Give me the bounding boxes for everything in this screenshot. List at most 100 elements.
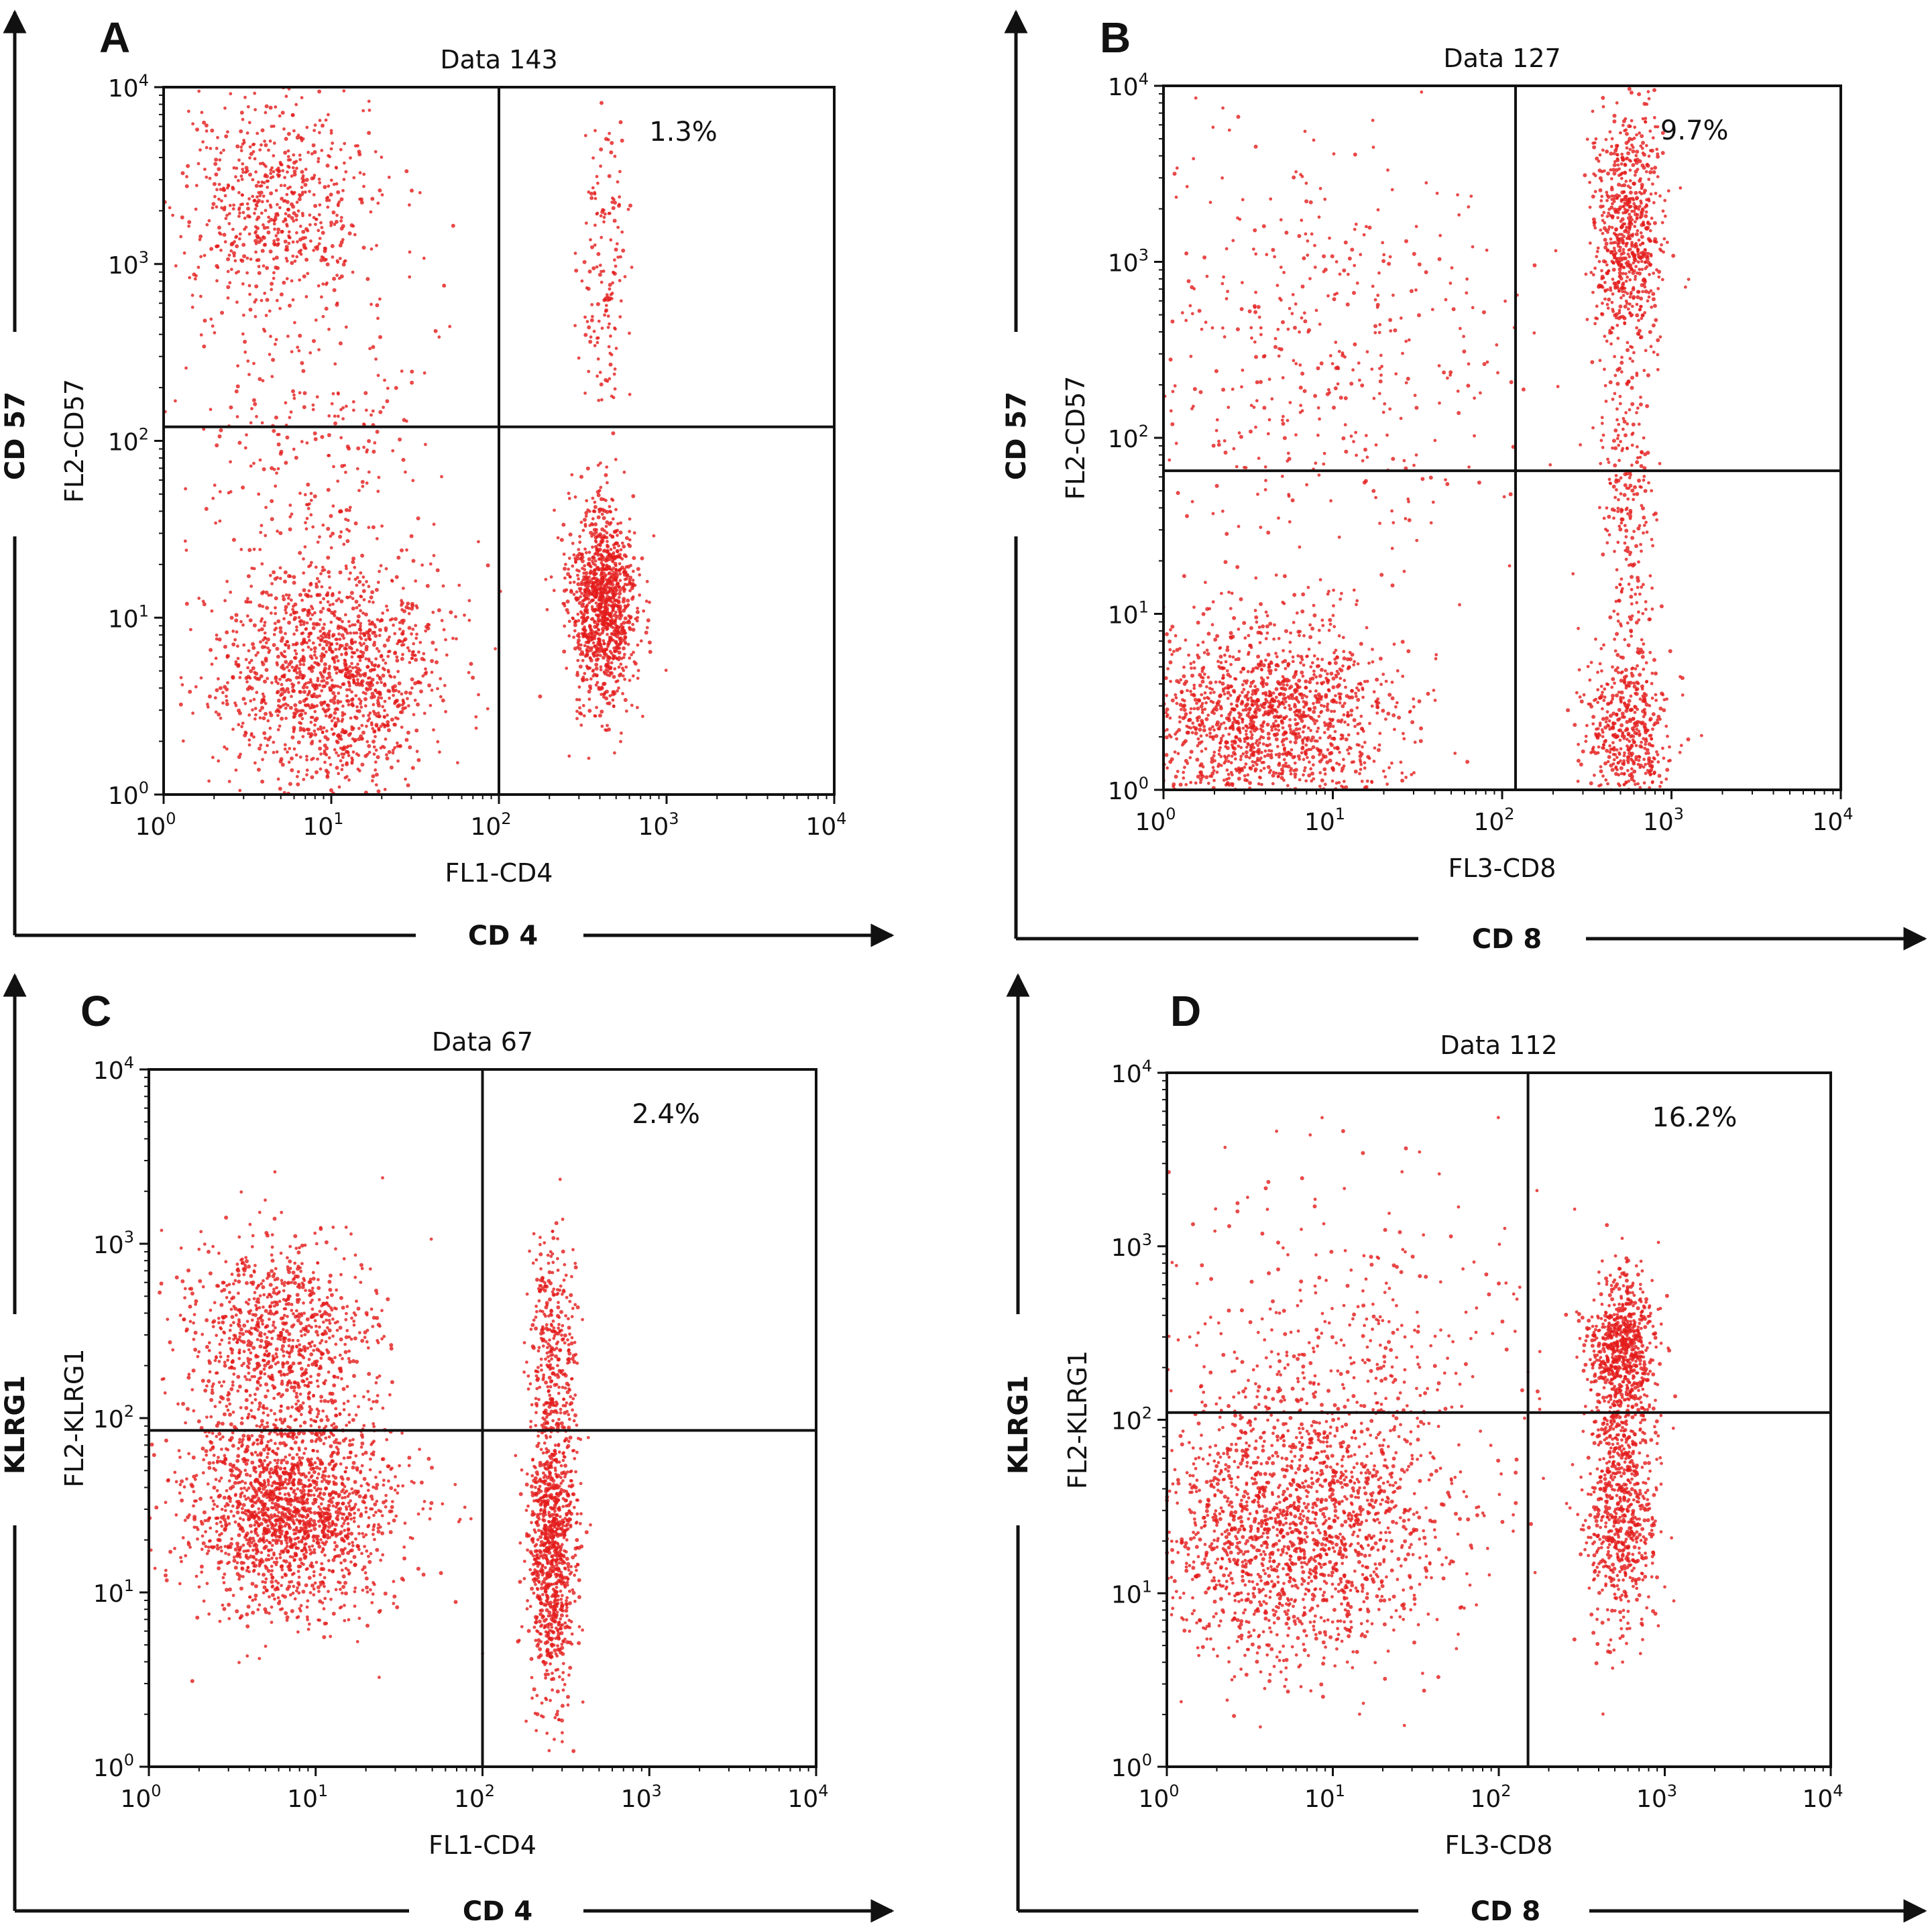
data-point	[624, 709, 628, 713]
data-point	[319, 601, 323, 604]
data-point	[232, 254, 236, 258]
data-point	[313, 123, 317, 127]
y-axis-label: FL2-CD57	[60, 379, 89, 503]
data-point	[295, 255, 299, 259]
data-point	[1243, 737, 1247, 741]
data-point	[1342, 656, 1347, 660]
data-point	[598, 603, 602, 607]
data-point	[1195, 701, 1198, 705]
data-point	[281, 594, 285, 598]
data-point	[1393, 727, 1396, 732]
data-point	[241, 117, 245, 121]
data-point	[373, 441, 377, 445]
data-point	[262, 731, 267, 736]
data-point	[1218, 741, 1222, 745]
data-point	[332, 182, 336, 186]
data-point	[1406, 649, 1411, 654]
data-point	[1284, 731, 1288, 735]
data-point	[1165, 632, 1169, 636]
data-point	[580, 279, 584, 283]
data-point	[402, 638, 406, 642]
data-point	[1277, 762, 1282, 767]
x-axis-label: FL1-CD4	[445, 858, 553, 888]
data-point	[347, 529, 351, 533]
data-point	[1260, 750, 1263, 754]
data-point	[376, 699, 380, 702]
data-point	[1465, 760, 1470, 764]
data-point	[327, 414, 331, 418]
data-point	[389, 765, 394, 770]
data-point	[300, 186, 304, 189]
data-point	[1237, 628, 1241, 631]
data-point	[255, 195, 259, 199]
data-point	[278, 577, 282, 581]
data-point	[1386, 711, 1391, 716]
data-point	[1239, 597, 1243, 601]
data-point	[391, 751, 395, 755]
data-point	[252, 461, 255, 465]
data-point	[286, 703, 290, 707]
data-point	[217, 637, 222, 642]
data-point	[357, 489, 361, 492]
data-point	[335, 599, 339, 603]
data-point	[328, 586, 332, 589]
data-point	[590, 303, 594, 306]
data-point	[1324, 677, 1328, 680]
data-point	[1356, 662, 1360, 666]
data-point	[1228, 654, 1232, 658]
data-point	[290, 174, 294, 178]
data-point	[1297, 709, 1302, 714]
data-point	[316, 757, 319, 761]
panel-letter: B	[1100, 13, 1131, 62]
data-point	[1192, 687, 1196, 690]
data-point	[268, 203, 272, 207]
data-point	[313, 709, 317, 713]
data-point	[207, 779, 211, 783]
data-point	[205, 175, 209, 179]
data-point	[347, 508, 351, 512]
data-point	[316, 540, 320, 544]
data-point	[606, 632, 609, 636]
data-point	[204, 123, 209, 128]
data-point	[385, 753, 388, 757]
data-point	[424, 443, 427, 447]
data-point	[392, 748, 395, 752]
data-point	[636, 705, 639, 709]
data-point	[260, 617, 264, 621]
data-point	[243, 350, 247, 354]
data-point	[1249, 626, 1253, 630]
data-point	[1274, 687, 1279, 691]
data-point	[1375, 711, 1379, 715]
data-point	[330, 679, 334, 682]
data-point	[1189, 689, 1192, 693]
data-point	[1243, 636, 1247, 640]
data-point	[326, 487, 331, 492]
data-point	[1175, 737, 1178, 741]
data-point	[1273, 623, 1276, 627]
data-point	[350, 761, 354, 765]
data-point	[610, 632, 614, 636]
data-point	[1218, 693, 1223, 698]
data-point	[1315, 681, 1319, 685]
data-point	[208, 176, 212, 180]
data-point	[595, 489, 600, 494]
data-point	[1370, 780, 1373, 783]
data-point	[302, 243, 306, 247]
data-point	[400, 548, 404, 552]
data-point	[1375, 703, 1379, 707]
data-point	[1361, 686, 1365, 690]
data-point	[616, 604, 620, 608]
data-point	[1260, 782, 1263, 786]
data-point	[294, 641, 299, 646]
data-point	[352, 631, 356, 635]
data-point	[602, 642, 606, 646]
data-point	[347, 680, 351, 684]
data-point	[286, 602, 290, 606]
data-point	[348, 684, 351, 688]
data-point	[229, 92, 233, 96]
data-point	[278, 160, 282, 164]
data-point	[311, 641, 315, 645]
data-point	[226, 183, 230, 187]
data-point	[1256, 666, 1259, 670]
data-point	[419, 689, 423, 694]
